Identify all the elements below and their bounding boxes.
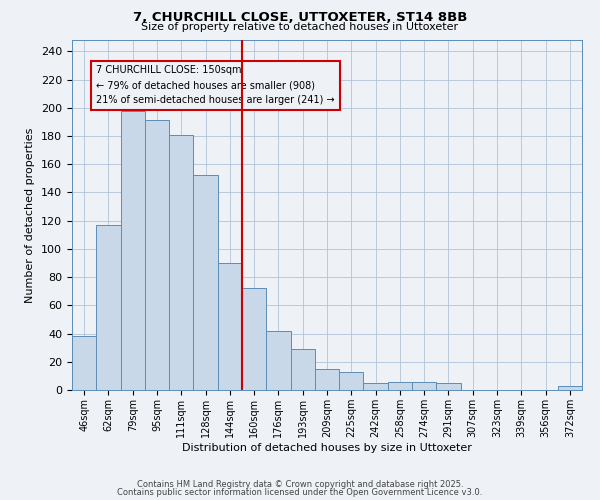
Bar	[72, 336, 96, 390]
Bar	[266, 330, 290, 390]
Y-axis label: Number of detached properties: Number of detached properties	[25, 128, 35, 302]
Bar	[388, 382, 412, 390]
Bar	[315, 369, 339, 390]
Text: Size of property relative to detached houses in Uttoxeter: Size of property relative to detached ho…	[142, 22, 458, 32]
Bar	[121, 110, 145, 390]
Bar	[364, 383, 388, 390]
Bar	[558, 386, 582, 390]
Bar	[339, 372, 364, 390]
Bar	[96, 225, 121, 390]
Bar	[193, 176, 218, 390]
Text: 7 CHURCHILL CLOSE: 150sqm
← 79% of detached houses are smaller (908)
21% of semi: 7 CHURCHILL CLOSE: 150sqm ← 79% of detac…	[96, 66, 335, 105]
Bar	[218, 263, 242, 390]
Text: 7, CHURCHILL CLOSE, UTTOXETER, ST14 8BB: 7, CHURCHILL CLOSE, UTTOXETER, ST14 8BB	[133, 11, 467, 24]
Bar	[412, 382, 436, 390]
Bar	[436, 383, 461, 390]
X-axis label: Distribution of detached houses by size in Uttoxeter: Distribution of detached houses by size …	[182, 442, 472, 452]
Text: Contains HM Land Registry data © Crown copyright and database right 2025.: Contains HM Land Registry data © Crown c…	[137, 480, 463, 489]
Bar	[169, 134, 193, 390]
Bar	[242, 288, 266, 390]
Text: Contains public sector information licensed under the Open Government Licence v3: Contains public sector information licen…	[118, 488, 482, 497]
Bar	[145, 120, 169, 390]
Bar	[290, 349, 315, 390]
